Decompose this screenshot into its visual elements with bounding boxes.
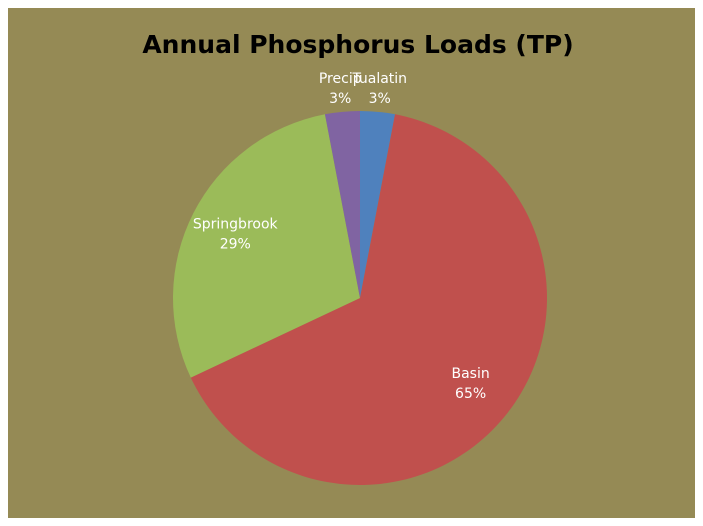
slice-value-label: 29% [220,236,251,252]
slice-value-label: 3% [369,91,391,107]
pie-slice [360,111,396,298]
pie-slice [324,111,360,298]
pie-slice [172,114,360,378]
chart-title: Annual Phosphorus Loads (TP) [142,30,573,59]
pie-slice [190,114,548,486]
slice-label: Precip [319,71,362,87]
slice-label: Tualatin [351,71,407,87]
slice-label: Springbrook [193,216,279,232]
slice-value-label: 3% [329,91,351,107]
slice-label: Basin [451,366,489,382]
slice-value-label: 65% [455,386,486,402]
